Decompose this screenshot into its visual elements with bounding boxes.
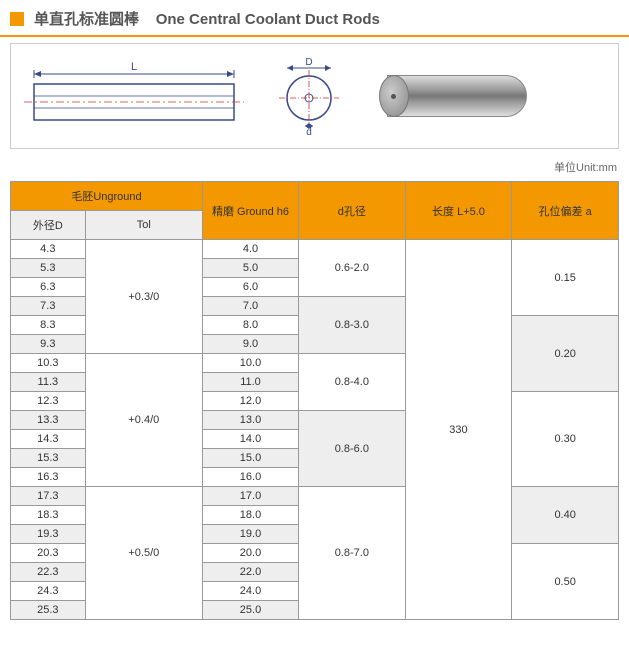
cell-outer-d: 12.3 xyxy=(11,392,86,411)
title-en: One Central Coolant Duct Rods xyxy=(156,11,380,28)
cell-outer-d: 6.3 xyxy=(11,278,86,297)
cell-ground: 20.0 xyxy=(203,544,299,563)
cell-ground: 9.0 xyxy=(203,335,299,354)
cell-outer-d: 19.3 xyxy=(11,525,86,544)
diagram-side-view: L xyxy=(19,56,249,136)
cell-ground: 6.0 xyxy=(203,278,299,297)
header-holepos: 孔位偏差 a xyxy=(512,182,619,240)
title-bar: 单直孔标准圆棒 One Central Coolant Duct Rods xyxy=(0,0,629,37)
header-bore-d: d孔径 xyxy=(298,182,405,240)
cell-ground: 25.0 xyxy=(203,601,299,620)
table-row: 4.3+0.3/04.00.6-2.03300.15 xyxy=(11,240,619,259)
cell-outer-d: 10.3 xyxy=(11,354,86,373)
cell-outer-d: 4.3 xyxy=(11,240,86,259)
cell-ground: 18.0 xyxy=(203,506,299,525)
cell-outer-d: 8.3 xyxy=(11,316,86,335)
cell-ground: 12.0 xyxy=(203,392,299,411)
cell-outer-d: 5.3 xyxy=(11,259,86,278)
cell-bore-d: 0.8-6.0 xyxy=(298,411,405,487)
cell-tol: +0.3/0 xyxy=(85,240,202,354)
header-ground: 精磨 Ground h6 xyxy=(203,182,299,240)
cell-holepos: 0.50 xyxy=(512,544,619,620)
cell-ground: 17.0 xyxy=(203,487,299,506)
cell-length: 330 xyxy=(405,240,512,620)
cell-ground: 24.0 xyxy=(203,582,299,601)
cell-ground: 22.0 xyxy=(203,563,299,582)
cell-bore-d: 0.8-4.0 xyxy=(298,354,405,411)
cell-outer-d: 16.3 xyxy=(11,468,86,487)
diagram-3d-rod xyxy=(369,61,539,131)
diagram-front-view: D d xyxy=(269,56,349,136)
label-D: D xyxy=(305,57,312,68)
cell-tol: +0.5/0 xyxy=(85,487,202,620)
diagram-panel: L D d xyxy=(10,43,619,149)
cell-tol: +0.4/0 xyxy=(85,354,202,487)
title-accent-square xyxy=(10,12,24,26)
header-unground: 毛胚Unground xyxy=(11,182,203,211)
cell-outer-d: 11.3 xyxy=(11,373,86,392)
cell-holepos: 0.40 xyxy=(512,487,619,544)
cell-outer-d: 20.3 xyxy=(11,544,86,563)
spec-table: 毛胚Unground 精磨 Ground h6 d孔径 长度 L+5.0 孔位偏… xyxy=(10,181,619,620)
cell-ground: 11.0 xyxy=(203,373,299,392)
cell-holepos: 0.20 xyxy=(512,316,619,392)
cell-ground: 15.0 xyxy=(203,449,299,468)
cell-outer-d: 14.3 xyxy=(11,430,86,449)
cell-ground: 16.0 xyxy=(203,468,299,487)
cell-outer-d: 25.3 xyxy=(11,601,86,620)
cell-outer-d: 9.3 xyxy=(11,335,86,354)
title-zh: 单直孔标准圆棒 xyxy=(34,11,139,28)
header-outer-d: 外径D xyxy=(11,211,86,240)
cell-outer-d: 22.3 xyxy=(11,563,86,582)
cell-outer-d: 15.3 xyxy=(11,449,86,468)
spec-table-body: 4.3+0.3/04.00.6-2.03300.155.35.06.36.07.… xyxy=(11,240,619,620)
cell-bore-d: 0.8-7.0 xyxy=(298,487,405,620)
cell-holepos: 0.30 xyxy=(512,392,619,487)
cell-ground: 14.0 xyxy=(203,430,299,449)
cell-outer-d: 18.3 xyxy=(11,506,86,525)
cell-ground: 13.0 xyxy=(203,411,299,430)
page-title: 单直孔标准圆棒 One Central Coolant Duct Rods xyxy=(34,8,380,29)
unit-label: 单位Unit:mm xyxy=(0,159,629,181)
cell-ground: 7.0 xyxy=(203,297,299,316)
header-tol: Tol xyxy=(85,211,202,240)
label-d: d xyxy=(306,127,312,136)
label-L: L xyxy=(131,61,137,73)
cell-ground: 8.0 xyxy=(203,316,299,335)
cell-outer-d: 24.3 xyxy=(11,582,86,601)
table-row: 17.3+0.5/017.00.8-7.00.40 xyxy=(11,487,619,506)
cell-ground: 19.0 xyxy=(203,525,299,544)
cell-ground: 10.0 xyxy=(203,354,299,373)
cell-holepos: 0.15 xyxy=(512,240,619,316)
header-length: 长度 L+5.0 xyxy=(405,182,512,240)
cell-ground: 4.0 xyxy=(203,240,299,259)
cell-ground: 5.0 xyxy=(203,259,299,278)
cell-outer-d: 13.3 xyxy=(11,411,86,430)
cell-outer-d: 7.3 xyxy=(11,297,86,316)
cell-outer-d: 17.3 xyxy=(11,487,86,506)
cell-bore-d: 0.8-3.0 xyxy=(298,297,405,354)
cell-bore-d: 0.6-2.0 xyxy=(298,240,405,297)
